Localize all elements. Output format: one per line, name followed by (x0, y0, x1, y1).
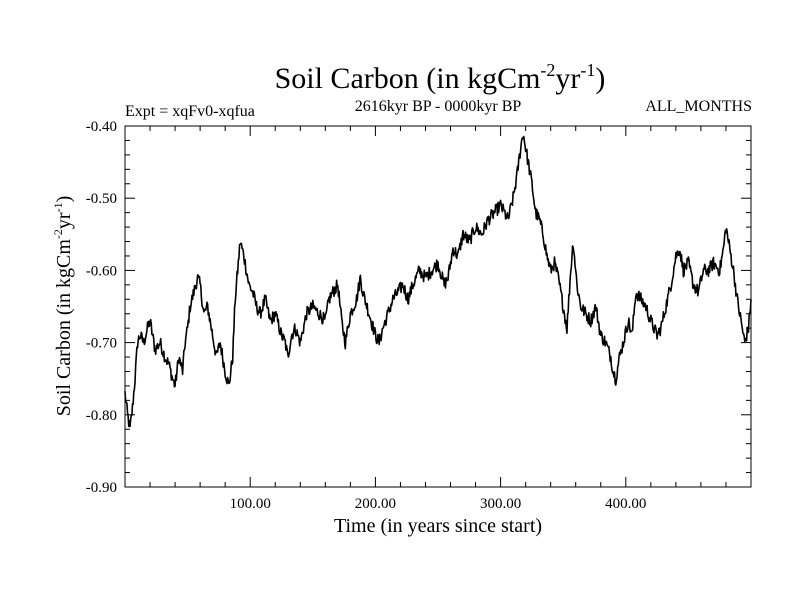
y-axis-label: Soil Carbon (in kgCm-2yr-1) (51, 196, 75, 417)
series-layer (124, 135, 752, 428)
chart-title-main: Soil Carbon (in kgCm (275, 62, 541, 95)
chart-title-sup2: -1 (580, 60, 595, 80)
chart-title-end: ) (595, 62, 605, 95)
series-line (124, 135, 752, 428)
y-tick-label: -0.60 (86, 263, 117, 279)
x-tick-label: 300.00 (480, 496, 521, 512)
y-tick-label: -0.40 (86, 119, 117, 135)
chart-title-mid: yr (555, 62, 580, 95)
chart-title: Soil Carbon (in kgCm-2yr-1) (275, 60, 606, 95)
x-axis-label: Time (in years since start) (334, 515, 542, 537)
x-tick-label: 200.00 (355, 496, 396, 512)
y-tick-label: -0.80 (86, 408, 117, 424)
plot-frame (124, 125, 752, 488)
chart-title-sup1: -2 (540, 60, 555, 80)
y-tick-label: -0.90 (86, 480, 117, 496)
x-tick-label: 100.00 (230, 496, 271, 512)
y-axis-label-end: ) (53, 196, 75, 203)
subtitle-experiment: Expt = xqFv0-xqfua (125, 103, 255, 120)
y-tick-label: -0.50 (86, 191, 117, 207)
y-axis-label-mid: yr (53, 212, 75, 229)
y-axis-label-sup1: -2 (51, 229, 65, 239)
axis-ticks: 100.00 200.00 300.00 400.00 -0.90 -0.80 -0.70 -… (86, 119, 752, 512)
y-tick-label: -0.70 (86, 336, 117, 352)
subtitle-period: 2616kyr BP - 0000kyr BP (355, 98, 522, 115)
y-axis-label-sup2: -1 (51, 202, 65, 212)
x-tick-label: 400.00 (605, 496, 646, 512)
y-axis-label-main: Soil Carbon (in kgCm (53, 239, 75, 417)
subtitle-months: ALL_MONTHS (645, 98, 752, 115)
